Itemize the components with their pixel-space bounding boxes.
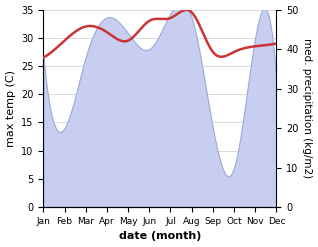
- Y-axis label: med. precipitation (kg/m2): med. precipitation (kg/m2): [302, 38, 313, 178]
- X-axis label: date (month): date (month): [119, 231, 201, 242]
- Y-axis label: max temp (C): max temp (C): [5, 70, 16, 147]
